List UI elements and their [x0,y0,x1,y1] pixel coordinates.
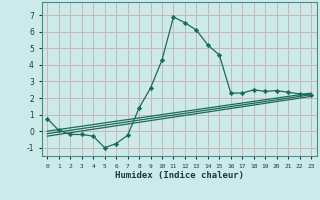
X-axis label: Humidex (Indice chaleur): Humidex (Indice chaleur) [115,171,244,180]
